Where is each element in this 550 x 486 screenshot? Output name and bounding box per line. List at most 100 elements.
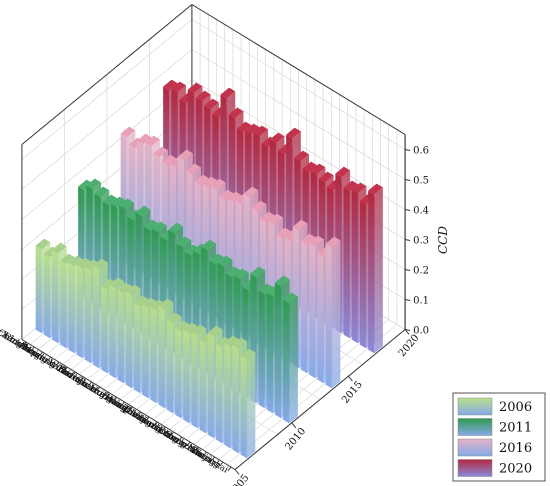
bar-face xyxy=(125,291,133,389)
bar-top xyxy=(175,320,190,332)
legend-label-2020: 2020 xyxy=(499,462,532,477)
bar-face xyxy=(191,331,198,429)
city-tick xyxy=(145,416,150,422)
bar-top xyxy=(119,198,134,210)
year-tick-label: 2020 xyxy=(397,333,422,360)
bar-face xyxy=(325,243,332,389)
z-tick-label: 0.4 xyxy=(413,206,429,217)
bar-face xyxy=(368,190,375,354)
bar-face xyxy=(343,187,350,339)
z-tick xyxy=(405,179,411,181)
bar-top xyxy=(117,282,133,294)
bar-top xyxy=(166,312,182,324)
bar-layer xyxy=(35,79,383,459)
bar-top xyxy=(310,163,326,175)
city-tick xyxy=(137,411,142,417)
year-tick-label: 2010 xyxy=(283,426,308,453)
bar-face xyxy=(158,305,165,409)
year-tick-label: 2015 xyxy=(340,379,365,406)
bar-top xyxy=(283,292,298,304)
bar-top xyxy=(110,196,126,208)
bar-top xyxy=(335,166,351,178)
bar-top xyxy=(207,325,223,337)
city-tick xyxy=(96,386,101,392)
z-tick xyxy=(405,209,411,211)
bar-top xyxy=(137,133,152,145)
city-tick xyxy=(47,356,51,362)
bar-face xyxy=(52,249,59,344)
year-tick-label: 2005 xyxy=(227,473,252,486)
legend-swatch-2011 xyxy=(457,418,493,436)
bar-top xyxy=(76,257,92,269)
legend-label-2011: 2011 xyxy=(499,421,532,436)
bar-top xyxy=(318,171,334,183)
bar-top xyxy=(176,236,192,248)
bar-face xyxy=(134,302,141,394)
bar-top xyxy=(125,284,141,296)
z-tick xyxy=(405,239,411,241)
bar-top xyxy=(35,238,51,250)
city-tick xyxy=(161,426,166,432)
bar-top xyxy=(210,178,226,190)
bar-2011-Shanghai xyxy=(283,292,298,424)
bar-top xyxy=(158,298,174,310)
bar-face xyxy=(309,242,316,379)
bar-top xyxy=(227,191,242,203)
bar-face xyxy=(301,240,308,374)
city-tick xyxy=(186,441,191,447)
bar-top xyxy=(225,266,241,278)
bar-top xyxy=(142,297,157,309)
box-edge xyxy=(191,4,406,135)
box-edge xyxy=(21,4,193,145)
bar-top xyxy=(195,90,211,102)
bar-2016-Shanghai xyxy=(325,236,341,389)
bar-top xyxy=(171,81,187,93)
bar-top xyxy=(143,219,159,231)
bar-2020-Shanghai xyxy=(368,183,383,354)
bar-top xyxy=(245,123,260,135)
city-label: Xuancheng xyxy=(0,316,25,351)
city-tick xyxy=(211,456,216,462)
bar-face xyxy=(283,299,290,424)
bar-top xyxy=(220,87,236,99)
bar-top xyxy=(253,125,269,137)
bar-face xyxy=(224,342,231,449)
bar-top xyxy=(101,278,116,290)
z-tick xyxy=(405,299,411,301)
z-tick-label: 0.2 xyxy=(413,266,429,277)
bar-top xyxy=(191,324,207,336)
city-tick xyxy=(194,446,199,452)
city-tick xyxy=(55,361,60,367)
city-tick xyxy=(202,451,207,457)
year-tick xyxy=(348,375,353,382)
city-tick xyxy=(104,391,109,397)
z-tick-label: 0.0 xyxy=(413,326,429,337)
bar-top xyxy=(84,259,100,271)
bar-top xyxy=(268,213,283,225)
bar-face xyxy=(142,304,149,399)
city-tick xyxy=(22,341,27,347)
z-tick xyxy=(405,149,411,151)
bar-top xyxy=(68,255,84,267)
bar-face xyxy=(150,306,157,404)
city-tick xyxy=(178,436,183,442)
bar-top xyxy=(168,222,184,234)
bar-side xyxy=(331,240,341,389)
bar-face xyxy=(117,289,124,384)
year-axis-line xyxy=(234,329,406,470)
bar-face xyxy=(35,245,42,334)
bar-top xyxy=(236,121,252,133)
bar-top xyxy=(286,127,301,139)
legend-label-2016: 2016 xyxy=(499,441,532,456)
bar-face xyxy=(359,200,367,349)
bar-top xyxy=(292,219,308,231)
bar-top xyxy=(178,149,193,161)
bar-top xyxy=(150,299,166,311)
bar-side xyxy=(289,296,298,424)
bar-top xyxy=(224,335,239,347)
bar-face xyxy=(76,264,83,359)
city-tick xyxy=(219,461,224,467)
bar-face xyxy=(175,327,182,419)
